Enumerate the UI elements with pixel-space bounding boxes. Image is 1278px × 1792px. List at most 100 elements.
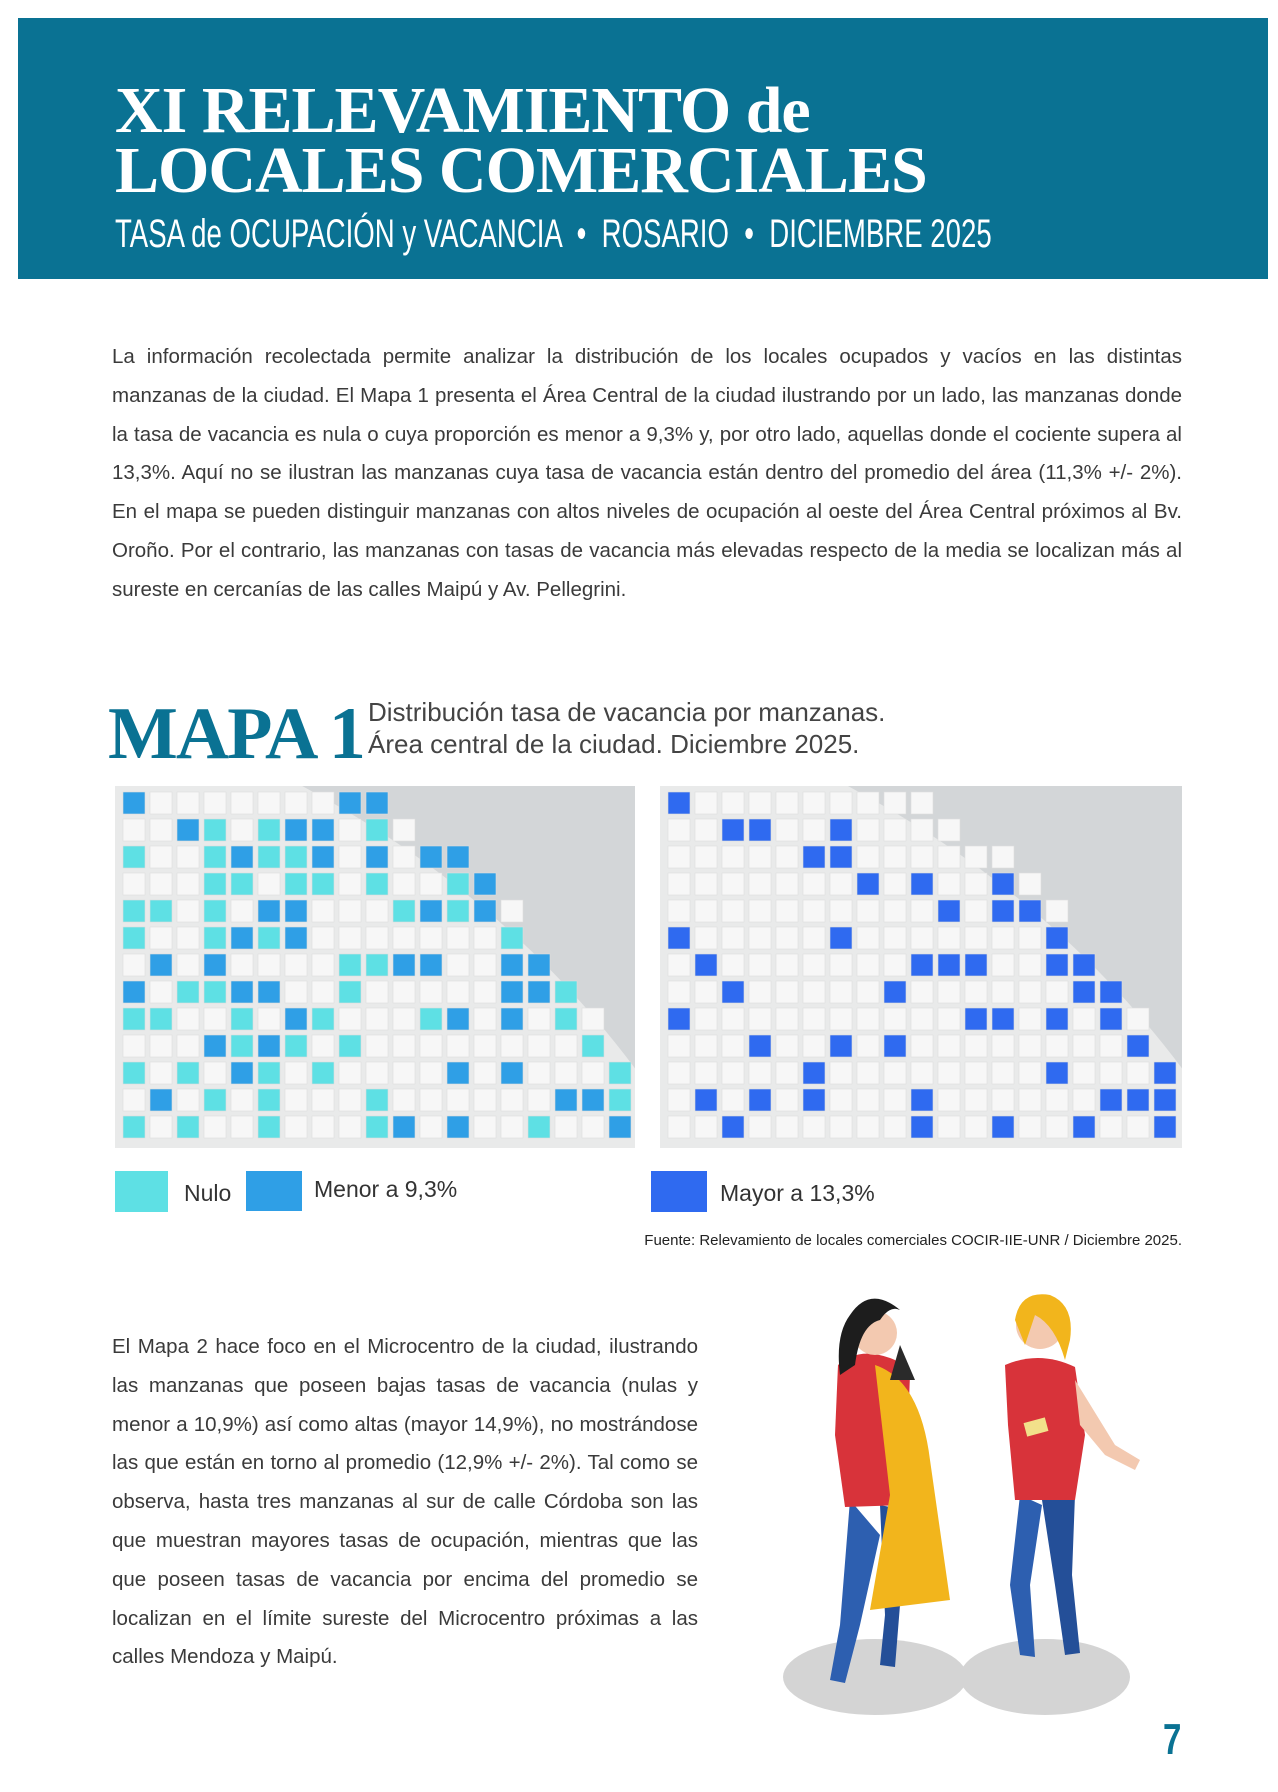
city-block	[284, 899, 308, 923]
city-block	[991, 1061, 1015, 1085]
city-block	[338, 926, 362, 950]
city-block	[1072, 980, 1096, 1004]
city-block	[419, 899, 443, 923]
city-block	[419, 926, 443, 950]
city-block	[721, 953, 745, 977]
city-block	[176, 1034, 200, 1058]
city-block	[1018, 1088, 1042, 1112]
city-block	[1072, 1088, 1096, 1112]
city-block	[500, 1034, 524, 1058]
city-block	[775, 845, 799, 869]
city-block	[829, 1061, 853, 1085]
legend-swatch	[246, 1171, 302, 1211]
city-block	[392, 818, 416, 842]
paragraph: El Mapa 2 hace foco en el Microcentro de…	[112, 1335, 698, 1669]
city-block	[257, 791, 281, 815]
city-block	[257, 1061, 281, 1085]
city-block	[856, 1115, 880, 1139]
city-block	[338, 791, 362, 815]
person-left	[830, 1298, 950, 1683]
city-block	[311, 872, 335, 896]
city-block	[608, 1088, 632, 1112]
city-block	[203, 899, 227, 923]
city-block	[856, 1061, 880, 1085]
city-block	[122, 872, 146, 896]
city-block	[856, 953, 880, 977]
city-block	[122, 1007, 146, 1031]
city-block	[937, 953, 961, 977]
city-block	[1045, 980, 1069, 1004]
city-block	[230, 1061, 254, 1085]
city-block	[392, 845, 416, 869]
city-block	[802, 791, 826, 815]
city-block	[527, 1034, 551, 1058]
city-block	[473, 926, 497, 950]
person-right	[1005, 1294, 1140, 1657]
city-block	[392, 1115, 416, 1139]
city-block	[1045, 1034, 1069, 1058]
city-block	[775, 1115, 799, 1139]
city-block	[1018, 872, 1042, 896]
city-block	[775, 926, 799, 950]
city-block	[964, 1034, 988, 1058]
city-block	[473, 899, 497, 923]
city-block	[694, 899, 718, 923]
city-block	[527, 1088, 551, 1112]
city-block	[1099, 980, 1123, 1004]
subtitle: TASA de OCUPACIÓN y VACANCIA • ROSARIO •…	[115, 212, 992, 256]
city-block	[257, 980, 281, 1004]
city-block	[910, 953, 934, 977]
city-block	[802, 926, 826, 950]
city-block	[775, 1061, 799, 1085]
city-block	[392, 1034, 416, 1058]
city-block	[419, 1115, 443, 1139]
city-block	[748, 926, 772, 950]
city-block	[230, 1034, 254, 1058]
city-block	[721, 791, 745, 815]
city-block	[230, 926, 254, 950]
city-block	[937, 1115, 961, 1139]
city-block	[230, 791, 254, 815]
city-block	[608, 1115, 632, 1139]
city-block	[311, 953, 335, 977]
city-block	[230, 845, 254, 869]
city-block	[991, 899, 1015, 923]
city-block	[856, 1034, 880, 1058]
city-block	[829, 926, 853, 950]
city-block	[338, 872, 362, 896]
city-block	[500, 1115, 524, 1139]
city-block	[910, 899, 934, 923]
city-block	[775, 980, 799, 1004]
legend-label: Mayor a 13,3%	[720, 1180, 875, 1206]
city-block	[554, 1088, 578, 1112]
city-block	[775, 818, 799, 842]
city-block	[176, 872, 200, 896]
city-block	[748, 872, 772, 896]
city-block	[284, 926, 308, 950]
map-label: MAPA 1	[108, 693, 366, 775]
city-block	[311, 1115, 335, 1139]
map-caption: Área central de la ciudad. Diciembre 202…	[368, 729, 860, 759]
city-block	[338, 845, 362, 869]
city-block	[311, 818, 335, 842]
city-block	[149, 1115, 173, 1139]
city-block	[1126, 1007, 1150, 1031]
city-block	[883, 1034, 907, 1058]
city-block	[721, 1115, 745, 1139]
city-block	[1045, 1088, 1069, 1112]
city-block	[392, 1061, 416, 1085]
city-block	[203, 1034, 227, 1058]
map-image	[115, 786, 635, 1148]
city-block	[964, 1061, 988, 1085]
floor-shadow	[783, 1639, 967, 1715]
city-block	[856, 872, 880, 896]
city-block	[419, 845, 443, 869]
city-block	[527, 1007, 551, 1031]
city-block	[311, 1088, 335, 1112]
city-block	[257, 1034, 281, 1058]
city-block	[122, 980, 146, 1004]
city-block	[667, 1088, 691, 1112]
city-block	[176, 818, 200, 842]
city-block	[1099, 1034, 1123, 1058]
city-block	[829, 818, 853, 842]
